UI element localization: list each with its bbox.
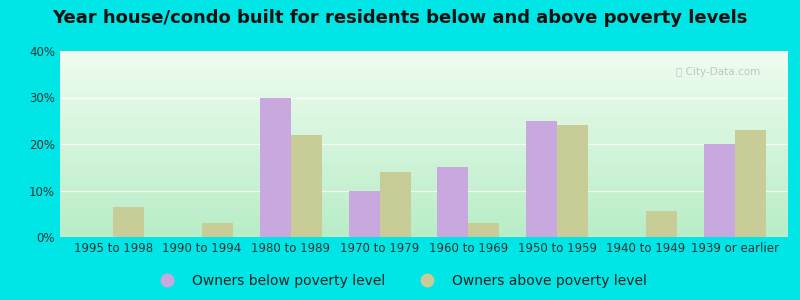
Bar — [291, 135, 322, 237]
Bar — [260, 98, 291, 237]
Legend: Owners below poverty level, Owners above poverty level: Owners below poverty level, Owners above… — [148, 268, 652, 293]
Bar — [202, 223, 233, 237]
Bar — [557, 125, 588, 237]
Bar — [734, 130, 766, 237]
Bar — [526, 121, 557, 237]
Text: Ⓢ City-Data.com: Ⓢ City-Data.com — [676, 67, 760, 77]
Bar — [114, 207, 144, 237]
Bar — [704, 144, 734, 237]
Bar — [349, 190, 380, 237]
Text: Year house/condo built for residents below and above poverty levels: Year house/condo built for residents bel… — [52, 9, 748, 27]
Bar — [646, 212, 677, 237]
Bar — [438, 167, 468, 237]
Bar — [468, 223, 499, 237]
Bar — [380, 172, 410, 237]
